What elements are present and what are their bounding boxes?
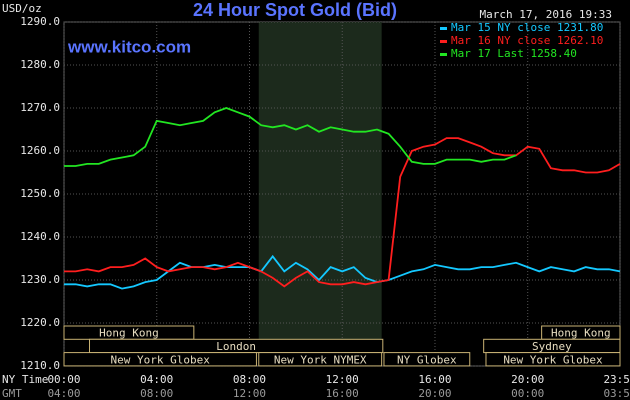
x2-tick-label: 20:00 xyxy=(418,387,451,400)
x2-tick-label: 04:00 xyxy=(47,387,80,400)
session-box xyxy=(485,352,621,367)
session-label: New York NYMEX xyxy=(274,353,367,366)
legend-label: Mar 17 Last 1258.40 xyxy=(451,47,577,60)
legend-swatch xyxy=(440,27,447,30)
legend-swatch xyxy=(440,53,447,56)
session-label: New York Globex xyxy=(503,353,603,366)
session-box xyxy=(63,352,257,367)
y-tick-label: 1210.0 xyxy=(20,359,60,372)
source-label: www.kitco.com xyxy=(67,37,191,56)
y-axis-label: USD/oz xyxy=(2,2,42,15)
y-tick-label: 1270.0 xyxy=(20,101,60,114)
y-tick-label: 1220.0 xyxy=(20,316,60,329)
session-label: Hong Kong xyxy=(551,327,611,340)
y-tick-label: 1240.0 xyxy=(20,230,60,243)
x2-tick-label: 16:00 xyxy=(326,387,359,400)
x2-tick-label: 08:00 xyxy=(140,387,173,400)
session-label: New York Globex xyxy=(111,353,211,366)
x-tick-label: 16:00 xyxy=(418,373,451,386)
session-label: NY Globex xyxy=(397,353,457,366)
x2-tick-label: 00:00 xyxy=(511,387,544,400)
y-tick-label: 1260.0 xyxy=(20,144,60,157)
x2-axis-label: GMT xyxy=(2,387,22,400)
session-box xyxy=(383,352,471,367)
y-tick-label: 1230.0 xyxy=(20,273,60,286)
x-tick-label: 00:00 xyxy=(47,373,80,386)
x-tick-label: 04:00 xyxy=(140,373,173,386)
x-axis-label: NY Time xyxy=(2,373,48,386)
session-label: Hong Kong xyxy=(99,327,159,340)
chart-date: March 17, 2016 19:33 xyxy=(480,8,612,21)
legend-label: Mar 15 NY close 1231.80 xyxy=(451,21,603,34)
x-tick-label: 08:00 xyxy=(233,373,266,386)
y-tick-label: 1280.0 xyxy=(20,58,60,71)
x2-tick-label: 03:59 xyxy=(603,387,630,400)
chart-title: 24 Hour Spot Gold (Bid) xyxy=(193,0,397,20)
session-label: Sydney xyxy=(532,340,572,353)
y-tick-label: 1250.0 xyxy=(20,187,60,200)
x-tick-label: 12:00 xyxy=(326,373,359,386)
y-tick-label: 1290.0 xyxy=(20,15,60,28)
x-tick-label: 20:00 xyxy=(511,373,544,386)
series-line xyxy=(64,254,621,290)
x-tick-label: 23:59 xyxy=(603,373,630,386)
legend-label: Mar 16 NY close 1262.10 xyxy=(451,34,603,47)
x2-tick-label: 12:00 xyxy=(233,387,266,400)
session-label: London xyxy=(216,340,256,353)
session-box xyxy=(258,352,383,367)
series-line xyxy=(64,137,621,288)
legend-swatch xyxy=(440,40,447,43)
series-line xyxy=(64,107,517,167)
